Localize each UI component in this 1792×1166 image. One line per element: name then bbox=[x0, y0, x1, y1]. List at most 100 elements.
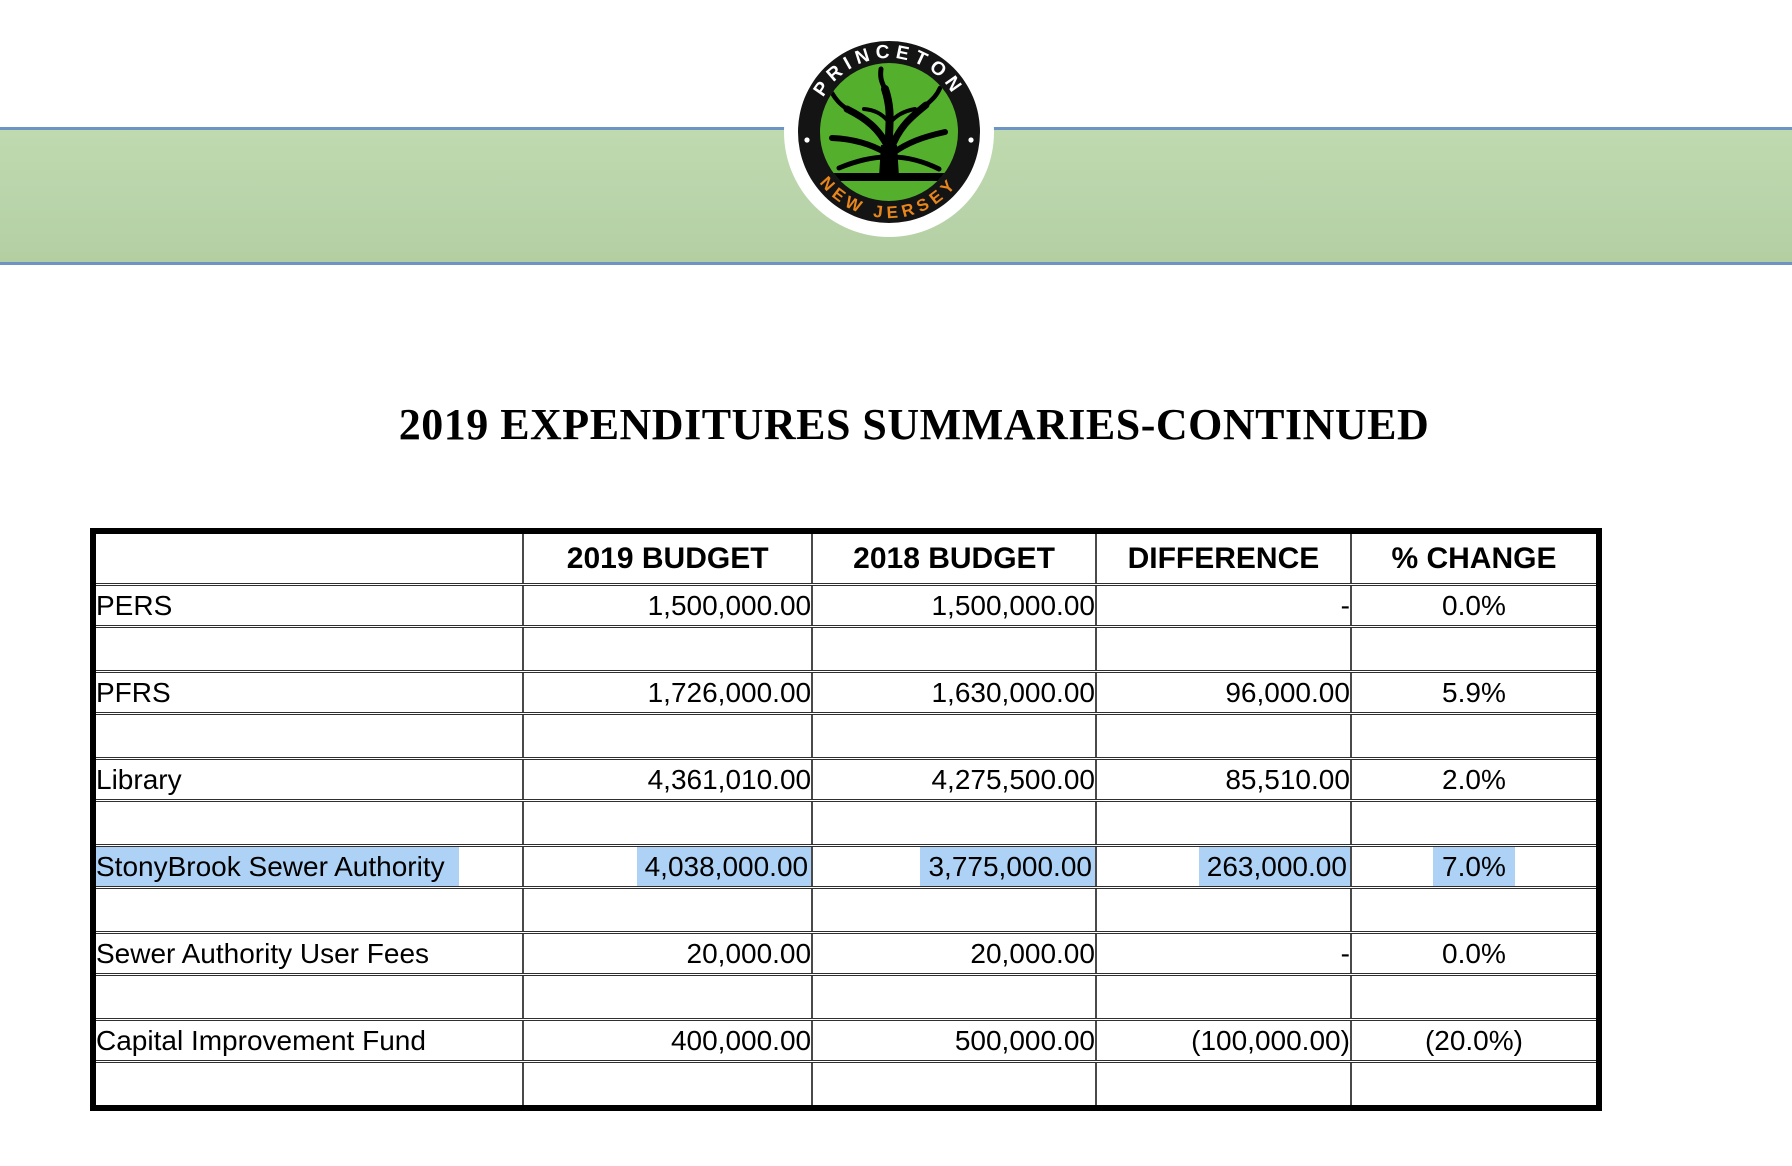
spacer-cell bbox=[1094, 886, 1352, 934]
cell-value: 85,510.00 bbox=[1225, 763, 1350, 795]
cell-diff: (100,000.00) bbox=[1094, 1018, 1352, 1063]
cell-b2018: 4,275,500.00 bbox=[811, 757, 1097, 802]
spacer-cell bbox=[91, 799, 525, 847]
spacer-cell bbox=[522, 625, 814, 673]
cell-value: 4,275,500.00 bbox=[931, 763, 1095, 795]
spacer-cell bbox=[91, 712, 525, 760]
cell-label: Sewer Authority User Fees bbox=[91, 931, 525, 976]
spacer-cell bbox=[811, 973, 1097, 1021]
cell-value: - bbox=[1340, 937, 1350, 969]
cell-label: Capital Improvement Fund bbox=[91, 1018, 525, 1063]
spacer-cell bbox=[522, 886, 814, 934]
cell-value: 0.0% bbox=[1442, 589, 1506, 621]
cell-b2018: 20,000.00 bbox=[811, 931, 1097, 976]
cell-value: Sewer Authority User Fees bbox=[96, 937, 430, 969]
cell-b2019: 400,000.00 bbox=[522, 1018, 814, 1063]
cell-b2018: 3,775,000.00 bbox=[811, 844, 1097, 889]
spacer-cell bbox=[1349, 799, 1601, 847]
spacer-cell bbox=[1094, 1060, 1352, 1110]
cell-change: 5.9% bbox=[1349, 670, 1601, 715]
cell-b2018: 500,000.00 bbox=[811, 1018, 1097, 1063]
cell-label: StonyBrook Sewer Authority bbox=[91, 844, 525, 889]
cell-value: 96,000.00 bbox=[1225, 676, 1350, 708]
cell-b2018: 1,630,000.00 bbox=[811, 670, 1097, 715]
cell-label: PFRS bbox=[91, 670, 525, 715]
cell-change: 7.0% bbox=[1349, 844, 1601, 889]
cell-value: 3,775,000.00 bbox=[920, 848, 1094, 885]
cell-value: PFRS bbox=[96, 676, 171, 708]
cell-label: PERS bbox=[91, 583, 525, 628]
spacer-cell bbox=[811, 1060, 1097, 1110]
spacer-cell bbox=[1349, 712, 1601, 760]
header-difference: DIFFERENCE bbox=[1094, 529, 1352, 586]
cell-b2019: 20,000.00 bbox=[522, 931, 814, 976]
table-row: PERS 1,500,000.00 1,500,000.00 - 0.0% bbox=[91, 583, 1601, 628]
header-2018-budget: 2018 BUDGET bbox=[811, 529, 1097, 586]
cell-b2019: 1,500,000.00 bbox=[522, 583, 814, 628]
spacer-row bbox=[91, 1060, 1601, 1110]
princeton-seal-icon: PRINCETON NEW JERSEY bbox=[784, 27, 994, 237]
cell-value: 400,000.00 bbox=[670, 1024, 812, 1056]
spacer-row bbox=[91, 886, 1601, 934]
cell-value: Library bbox=[96, 763, 182, 795]
budget-table: 2019 BUDGET 2018 BUDGET DIFFERENCE % CHA… bbox=[90, 528, 1602, 1111]
cell-value: (20.0%) bbox=[1424, 1024, 1523, 1056]
spacer-cell bbox=[811, 712, 1097, 760]
cell-value: 2.0% bbox=[1442, 763, 1506, 795]
header-percent-change: % CHANGE bbox=[1349, 529, 1601, 586]
cell-value: (100,000.00) bbox=[1191, 1024, 1350, 1056]
spacer-row bbox=[91, 799, 1601, 847]
cell-change: 0.0% bbox=[1349, 931, 1601, 976]
budget-table-container: 2019 BUDGET 2018 BUDGET DIFFERENCE % CHA… bbox=[90, 528, 1602, 1111]
cell-diff: - bbox=[1094, 583, 1352, 628]
spacer-cell bbox=[1349, 625, 1601, 673]
page-title: 2019 EXPENDITURES SUMMARIES-CONTINUED bbox=[398, 400, 1430, 449]
cell-change: 2.0% bbox=[1349, 757, 1601, 802]
spacer-cell bbox=[1094, 973, 1352, 1021]
cell-value: 1,500,000.00 bbox=[647, 589, 812, 621]
cell-value: 500,000.00 bbox=[954, 1024, 1095, 1056]
cell-value: - bbox=[1340, 589, 1350, 621]
cell-b2018: 1,500,000.00 bbox=[811, 583, 1097, 628]
table-row: Capital Improvement Fund 400,000.00 500,00… bbox=[91, 1018, 1601, 1063]
cell-value: 20,000.00 bbox=[686, 937, 812, 969]
cell-value: 0.0% bbox=[1442, 937, 1506, 969]
header-blank bbox=[91, 529, 525, 586]
spacer-cell bbox=[811, 625, 1097, 673]
cell-value: 1,500,000.00 bbox=[931, 589, 1095, 621]
cell-value: StonyBrook Sewer Authority bbox=[95, 848, 459, 885]
spacer-cell bbox=[1094, 799, 1352, 847]
table-row: Sewer Authority User Fees 20,000.00 20,000… bbox=[91, 931, 1601, 976]
table-header-row: 2019 BUDGET 2018 BUDGET DIFFERENCE % CHA… bbox=[91, 529, 1601, 586]
spacer-cell bbox=[1094, 625, 1352, 673]
spacer-cell bbox=[1349, 973, 1601, 1021]
cell-change: 0.0% bbox=[1349, 583, 1601, 628]
cell-diff: 96,000.00 bbox=[1094, 670, 1352, 715]
cell-diff: - bbox=[1094, 931, 1352, 976]
spacer-cell bbox=[91, 1060, 525, 1110]
cell-label: Library bbox=[91, 757, 525, 802]
header-2019-budget: 2019 BUDGET bbox=[522, 529, 814, 586]
cell-change: (20.0%) bbox=[1349, 1018, 1601, 1063]
logo-left-dot bbox=[804, 137, 810, 143]
tree-icon bbox=[829, 66, 948, 181]
spacer-row bbox=[91, 973, 1601, 1021]
spacer-row bbox=[91, 712, 1601, 760]
spacer-cell bbox=[522, 973, 814, 1021]
cell-value: 263,000.00 bbox=[1198, 848, 1349, 885]
table-row: PFRS 1,726,000.00 1,630,000.00 96,000.00 5.9… bbox=[91, 670, 1601, 715]
cell-diff: 85,510.00 bbox=[1094, 757, 1352, 802]
table-row: StonyBrook Sewer Authority 4,038,000.00 3,… bbox=[91, 844, 1601, 889]
logo-right-dot bbox=[968, 137, 974, 143]
spacer-cell bbox=[1094, 712, 1352, 760]
cell-value: 1,726,000.00 bbox=[647, 676, 812, 708]
spacer-cell bbox=[522, 712, 814, 760]
cell-b2019: 4,361,010.00 bbox=[522, 757, 814, 802]
cell-value: 7.0% bbox=[1433, 848, 1515, 885]
spacer-cell bbox=[522, 1060, 814, 1110]
cell-value: 1,630,000.00 bbox=[931, 676, 1095, 708]
cell-value: 20,000.00 bbox=[970, 937, 1095, 969]
cell-diff: 263,000.00 bbox=[1094, 844, 1352, 889]
cell-value: 4,361,010.00 bbox=[647, 763, 812, 795]
